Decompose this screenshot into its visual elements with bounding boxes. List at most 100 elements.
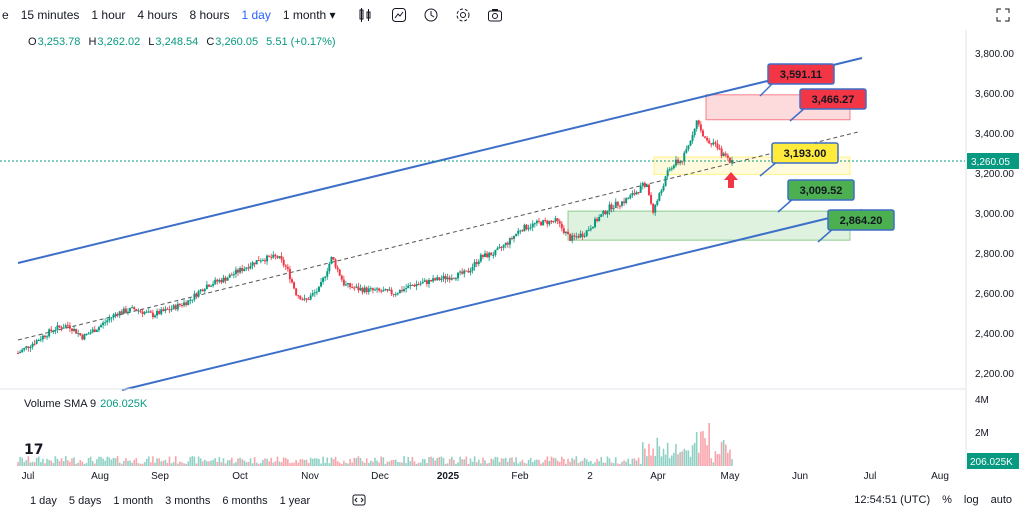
candle-body: [189, 299, 192, 301]
price-tick-label: 3,600.00: [975, 89, 1014, 100]
candle-body: [31, 343, 34, 347]
volume-bar: [465, 456, 468, 466]
level-badge: [771, 142, 839, 164]
candle-body: [407, 285, 410, 289]
fullscreen-icon[interactable]: [994, 6, 1012, 24]
volume-bar: [27, 456, 30, 466]
candle-body: [127, 311, 130, 313]
volume-bar: [677, 454, 679, 466]
snapshot-icon[interactable]: [486, 6, 504, 24]
candle-body: [199, 289, 202, 292]
indicators-icon[interactable]: [356, 6, 374, 24]
candle-body: [371, 288, 374, 291]
alert-icon[interactable]: [422, 6, 440, 24]
volume-bar: [656, 437, 659, 466]
candle-body: [232, 274, 235, 276]
timeframe-4h[interactable]: 4 hours: [137, 8, 178, 22]
volume-bar: [390, 460, 393, 466]
range-1d[interactable]: 1 day: [30, 495, 57, 507]
volume-bar: [104, 460, 106, 466]
candle-body: [361, 288, 364, 293]
volume-bar: [473, 456, 476, 466]
compare-icon[interactable]: [390, 6, 408, 24]
range-3m[interactable]: 3 months: [165, 495, 211, 507]
volume-tick-label: 4M: [975, 395, 989, 406]
timeframe-15m[interactable]: 15 minutes: [20, 8, 80, 22]
candle-body: [220, 279, 223, 283]
candle-body: [297, 295, 300, 297]
date-range-icon[interactable]: [352, 494, 366, 509]
candle-body: [710, 143, 713, 145]
volume-bar: [708, 422, 710, 466]
timeframe-1mo[interactable]: 1 month ▾: [283, 8, 336, 22]
volume-bar: [253, 457, 256, 466]
channel-lower-line: [121, 209, 863, 391]
volume-bar: [260, 463, 262, 466]
log-toggle[interactable]: log: [963, 494, 979, 506]
candle-body: [230, 274, 233, 276]
volume-bar: [463, 459, 466, 466]
volume-bar: [722, 440, 725, 466]
candle-body: [147, 311, 150, 313]
candle-body: [398, 289, 401, 294]
candle-body: [384, 289, 387, 291]
price-tick-label: 3,000.00: [975, 209, 1014, 220]
candle-body: [311, 293, 314, 296]
range-5d[interactable]: 5 days: [68, 495, 102, 507]
candle-body: [100, 325, 103, 328]
volume-bar: [191, 456, 194, 466]
candle-body: [27, 346, 30, 349]
candle-body: [604, 210, 607, 215]
auto-toggle[interactable]: auto: [990, 494, 1012, 506]
volume-label: Volume SMA 9: [24, 398, 97, 410]
volume-bar: [679, 452, 681, 466]
candle-body: [457, 272, 460, 279]
timeframe-1h[interactable]: 1 hour: [91, 8, 126, 22]
timeframe-1d[interactable]: 1 day: [241, 8, 271, 22]
volume-bar: [644, 448, 646, 466]
range-1y[interactable]: 1 year: [279, 495, 311, 507]
candle-body: [392, 293, 395, 295]
candle-body: [133, 307, 136, 310]
price-axis: 3,800.00 3,600.00 3,400.00 3,200.00 3,000.00…: [967, 49, 1019, 380]
volume-bar: [394, 459, 397, 466]
volume-bar: [345, 462, 347, 466]
candle-body: [471, 267, 474, 271]
range-1m[interactable]: 1 month: [113, 495, 154, 507]
clock-text: 12:54:51 (UTC): [854, 494, 931, 506]
volume-bar: [120, 463, 123, 466]
volume-bar: [324, 462, 326, 466]
candle-body: [440, 278, 443, 280]
high-value: 3,262.02: [97, 36, 141, 48]
timeframe-partial[interactable]: e: [2, 8, 9, 22]
candle-body: [498, 246, 501, 249]
percent-toggle[interactable]: %: [942, 494, 952, 506]
candle-body: [118, 311, 121, 316]
volume-bars: [17, 422, 733, 466]
candle-body: [214, 279, 217, 284]
candle-body: [376, 288, 379, 290]
price-chart[interactable]: 3,591.11 3,466.27 3,193.00 3,009.52 2,864.20…: [0, 30, 1024, 490]
volume-bar: [338, 462, 341, 466]
level-label: 3,193.00: [784, 148, 827, 160]
candle-body: [228, 274, 231, 278]
candle-body: [205, 284, 208, 290]
candle-body: [70, 328, 73, 331]
volume-bar: [617, 463, 619, 466]
candle-body: [647, 184, 650, 195]
candle-body: [394, 294, 397, 296]
volume-bar: [664, 454, 667, 466]
volume-bar: [199, 458, 202, 466]
volume-bar: [687, 450, 690, 466]
time-tick-label: 2: [587, 471, 593, 482]
volume-bar: [241, 459, 243, 466]
range-6m[interactable]: 6 months: [222, 495, 268, 507]
candle-body: [218, 279, 221, 282]
volume-bar: [168, 456, 171, 466]
candle-body: [355, 286, 358, 288]
volume-bar: [411, 457, 414, 466]
settings-icon[interactable]: [454, 6, 472, 24]
volume-bar: [284, 457, 287, 466]
volume-bar: [581, 460, 584, 466]
timeframe-8h[interactable]: 8 hours: [189, 8, 230, 22]
